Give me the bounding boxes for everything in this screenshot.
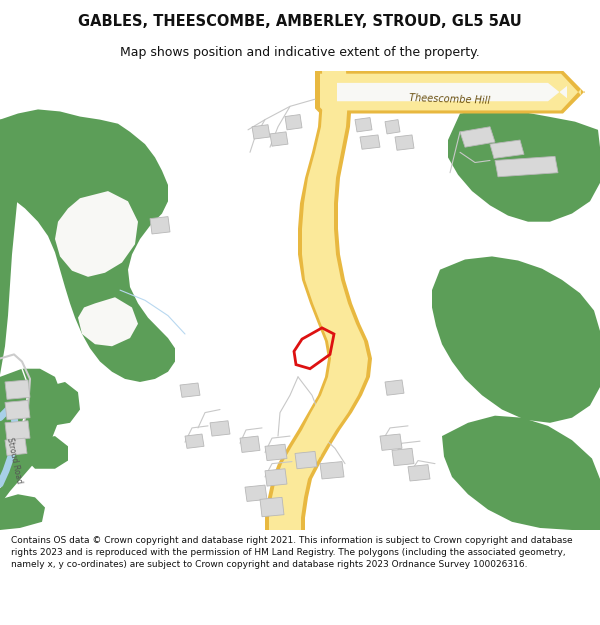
Polygon shape bbox=[0, 369, 62, 504]
Polygon shape bbox=[25, 436, 68, 469]
Polygon shape bbox=[270, 132, 288, 146]
Polygon shape bbox=[265, 444, 287, 461]
Polygon shape bbox=[0, 494, 45, 530]
Polygon shape bbox=[490, 140, 524, 158]
Polygon shape bbox=[0, 119, 20, 375]
Polygon shape bbox=[392, 448, 414, 466]
Polygon shape bbox=[240, 436, 260, 452]
Polygon shape bbox=[295, 451, 317, 469]
Polygon shape bbox=[360, 135, 380, 149]
Polygon shape bbox=[269, 71, 368, 530]
Polygon shape bbox=[265, 71, 372, 530]
Polygon shape bbox=[0, 109, 175, 382]
Polygon shape bbox=[442, 416, 600, 530]
Polygon shape bbox=[495, 156, 558, 177]
Polygon shape bbox=[432, 256, 600, 423]
Polygon shape bbox=[150, 217, 170, 234]
Polygon shape bbox=[285, 114, 302, 130]
Polygon shape bbox=[55, 191, 138, 277]
Polygon shape bbox=[78, 298, 138, 346]
Polygon shape bbox=[5, 438, 27, 456]
Text: Theescombe Hill: Theescombe Hill bbox=[409, 92, 491, 106]
Polygon shape bbox=[385, 380, 404, 395]
Polygon shape bbox=[408, 464, 430, 481]
Polygon shape bbox=[355, 118, 372, 132]
Polygon shape bbox=[245, 485, 267, 501]
Polygon shape bbox=[337, 83, 567, 101]
Polygon shape bbox=[210, 421, 230, 436]
Polygon shape bbox=[5, 380, 30, 399]
Polygon shape bbox=[380, 434, 402, 451]
Polygon shape bbox=[252, 125, 270, 139]
Polygon shape bbox=[320, 462, 344, 479]
Text: Stroud Road: Stroud Road bbox=[5, 437, 23, 484]
Polygon shape bbox=[185, 434, 204, 448]
Text: GABLES, THEESCOMBE, AMBERLEY, STROUD, GL5 5AU: GABLES, THEESCOMBE, AMBERLEY, STROUD, GL… bbox=[78, 14, 522, 29]
Polygon shape bbox=[385, 119, 400, 134]
Polygon shape bbox=[5, 401, 30, 420]
Polygon shape bbox=[5, 421, 30, 440]
Polygon shape bbox=[315, 71, 585, 114]
Polygon shape bbox=[395, 135, 414, 150]
Polygon shape bbox=[460, 127, 495, 147]
Polygon shape bbox=[260, 498, 284, 517]
Text: Contains OS data © Crown copyright and database right 2021. This information is : Contains OS data © Crown copyright and d… bbox=[11, 536, 572, 569]
Polygon shape bbox=[180, 383, 200, 398]
Polygon shape bbox=[320, 74, 581, 111]
Text: Map shows position and indicative extent of the property.: Map shows position and indicative extent… bbox=[120, 46, 480, 59]
Polygon shape bbox=[448, 109, 600, 222]
Polygon shape bbox=[265, 469, 287, 486]
Polygon shape bbox=[40, 382, 80, 426]
